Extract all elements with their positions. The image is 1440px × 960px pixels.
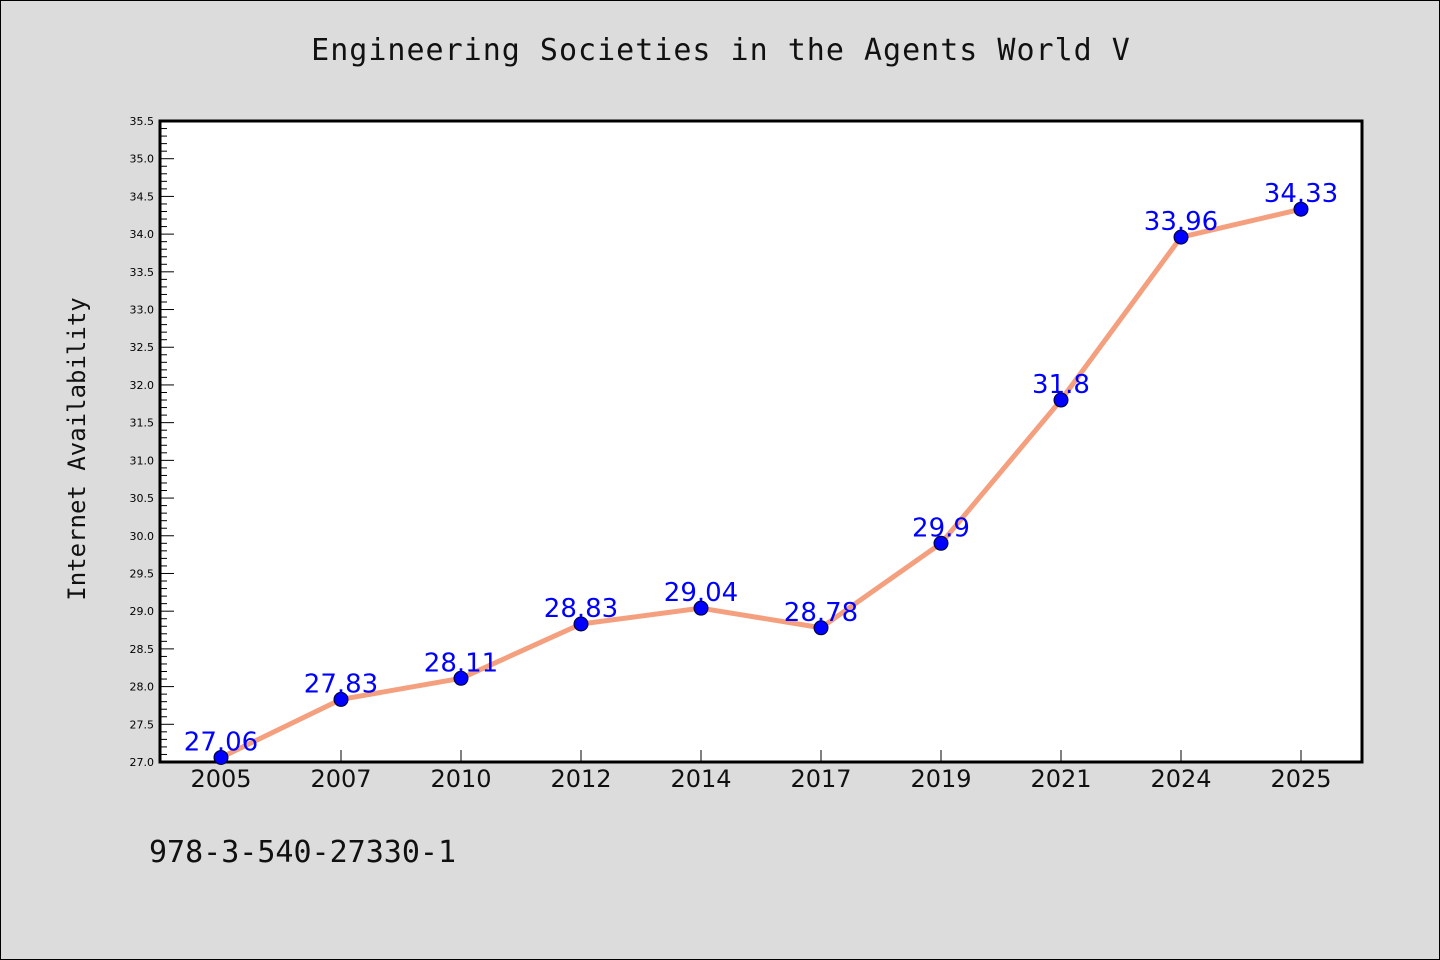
y-tick-label: 28.0	[130, 681, 155, 694]
y-tick-label: 33.5	[130, 266, 155, 279]
data-label: 28.78	[784, 598, 858, 628]
data-point	[573, 616, 589, 632]
x-tick-label: 2024	[1150, 765, 1211, 793]
data-label: 29.04	[664, 578, 738, 608]
plot-area	[158, 119, 1364, 764]
x-tick-label: 2005	[190, 765, 251, 793]
y-tick-label: 31.0	[130, 454, 155, 467]
y-tick-label: 31.5	[130, 417, 155, 430]
data-point	[933, 535, 949, 551]
data-point	[1293, 201, 1309, 217]
y-tick-label: 34.0	[130, 228, 155, 241]
series: 27.06 27.83 28.11 28.83 29.04 28.78 29.9 31.8 33…	[184, 179, 1338, 765]
x-tick-label: 2007	[310, 765, 371, 793]
data-label: 28.11	[424, 648, 498, 678]
x-axis: 2005 2007 2010 2012 2014 2017 2019 2021 2024 2025	[190, 750, 1332, 793]
data-point	[1173, 229, 1189, 245]
y-tick-label: 35.0	[130, 153, 155, 166]
y-axis-label: Internet Availability	[63, 297, 91, 600]
data-label: 27.06	[184, 727, 258, 757]
data-label: 33.96	[1144, 207, 1218, 237]
y-tick-label: 27.0	[130, 756, 155, 769]
data-label: 31.8	[1032, 370, 1090, 400]
data-point	[333, 691, 349, 707]
y-tick-label: 33.0	[130, 304, 155, 317]
series-line	[219, 206, 1302, 760]
data-label: 28.83	[544, 594, 618, 624]
x-tick-label: 2010	[430, 765, 491, 793]
y-tick-label: 30.0	[130, 530, 155, 543]
data-point	[213, 749, 229, 765]
y-tick-label: 27.5	[130, 718, 155, 731]
x-tick-label: 2025	[1270, 765, 1331, 793]
y-tick-label: 35.5	[130, 115, 155, 128]
data-point	[1053, 392, 1069, 408]
x-tick-label: 2019	[910, 765, 971, 793]
y-tick-label: 32.0	[130, 379, 155, 392]
x-tick-label: 2014	[670, 765, 731, 793]
y-tick-label: 29.0	[130, 605, 155, 618]
footnote-isbn: 978-3-540-27330-1	[149, 835, 457, 870]
x-tick-label: 2012	[550, 765, 611, 793]
data-point	[813, 620, 829, 636]
y-tick-label: 32.5	[130, 341, 155, 354]
data-label: 29.9	[912, 513, 970, 543]
y-axis: 27.0 27.5 28.0 28.5 29.0 29.5 30.0 30.5 31.0 31.5…	[130, 115, 174, 769]
chart-title: Engineering Societies in the Agents Worl…	[311, 33, 1131, 68]
data-point	[693, 600, 709, 616]
y-tick-label: 28.5	[130, 643, 155, 656]
y-tick-label: 29.5	[130, 567, 155, 580]
x-tick-label: 2021	[1030, 765, 1091, 793]
y-tick-label: 34.5	[130, 190, 155, 203]
x-tick-label: 2017	[790, 765, 851, 793]
data-label: 27.83	[304, 669, 378, 699]
y-tick-label: 30.5	[130, 492, 155, 505]
data-label: 34.33	[1264, 179, 1338, 209]
data-point	[453, 670, 469, 686]
